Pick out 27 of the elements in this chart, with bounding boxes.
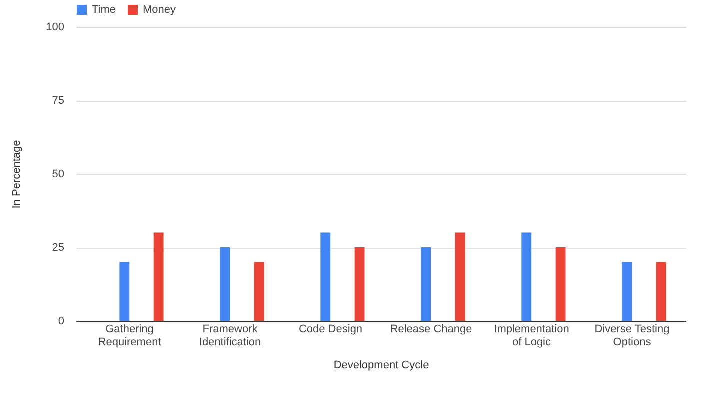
bar [421,248,432,321]
y-tick-label: 0 [58,316,64,328]
y-axis-title: In Percentage [11,140,24,209]
x-tick-label: Gathering Requirement [98,324,162,348]
bar [622,262,632,321]
legend-label: Money [143,4,177,16]
bar [354,248,365,321]
x-axis-title: Development Cycle [334,360,430,372]
y-tick-label: 75 [52,95,64,107]
bar [154,232,164,321]
y-tick-label: 50 [52,168,64,180]
bar [455,232,466,321]
bar [220,248,230,321]
bar [522,232,532,321]
x-tick-label: Implementation of Logic [494,324,570,348]
x-tick-label: Diverse Testing Options [594,324,670,348]
x-tick-label: Release Change [390,324,472,336]
bar [254,262,264,321]
y-tick-label: 100 [46,22,64,34]
legend-label: Time [92,4,116,16]
bar [656,262,666,321]
y-tick-label: 25 [52,242,64,254]
bar [320,232,331,321]
bar [120,262,130,321]
bar [556,248,566,321]
x-tick-label: Framework Identification [199,324,262,348]
x-tick-label: Code Design [298,324,363,336]
